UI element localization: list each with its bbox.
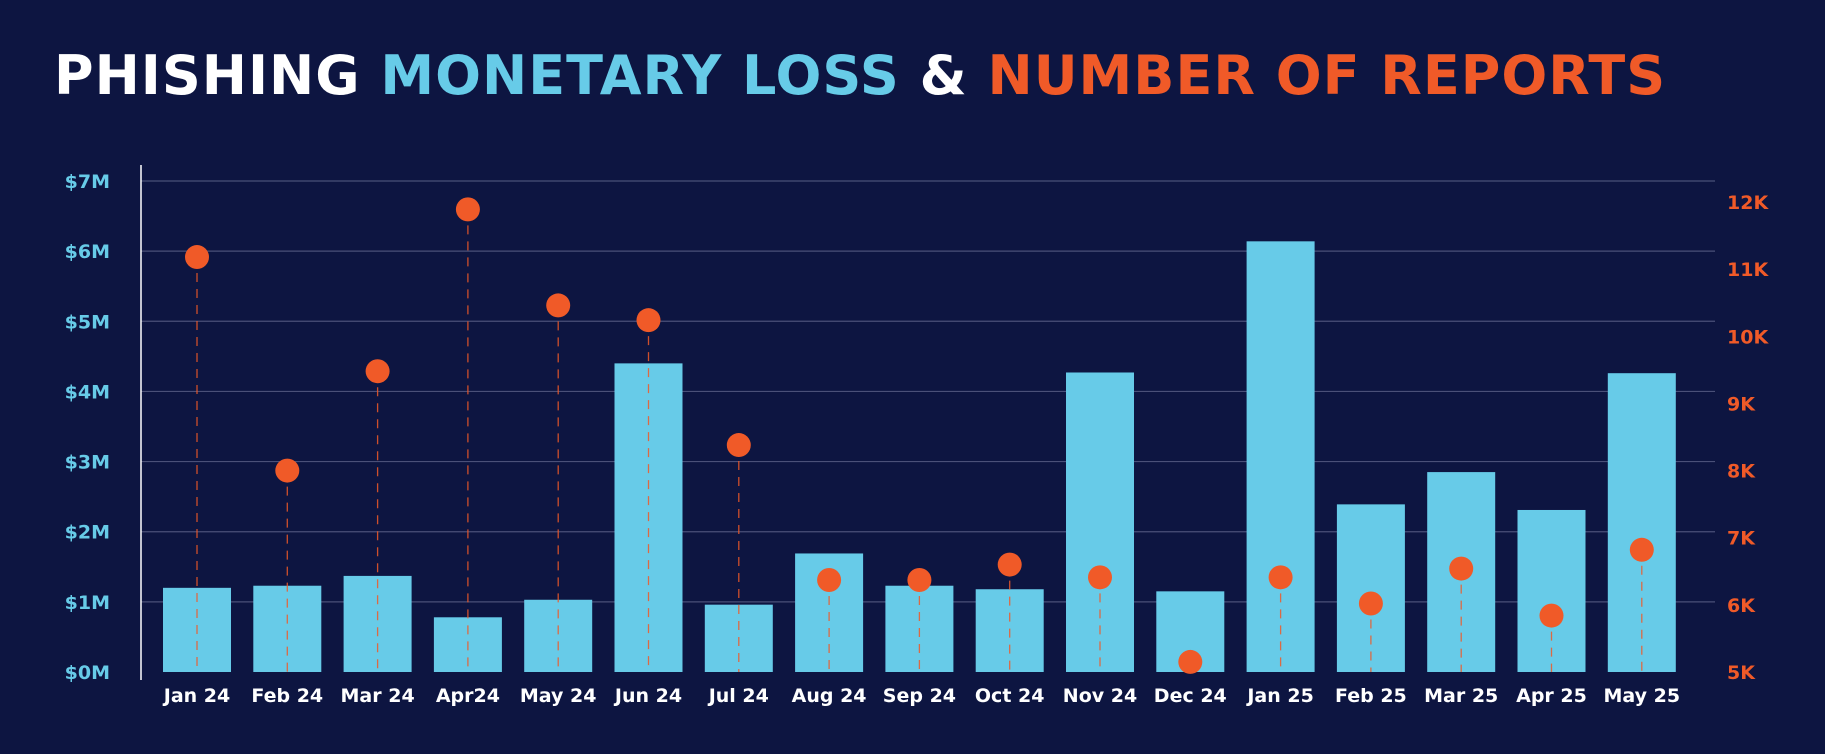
x-tick-label: Mar 25: [1424, 685, 1498, 707]
x-tick-label: May 24: [520, 685, 597, 707]
report-point: [636, 308, 661, 333]
report-point: [185, 245, 209, 270]
y-left-tick-label: $6M: [65, 241, 110, 263]
title-part-number-of-reports: NUMBER OF REPORTS: [987, 44, 1667, 107]
x-tick-label: Jan 24: [162, 685, 230, 707]
y-right-tick-label: 9K: [1727, 393, 1756, 415]
loss-bar: [1066, 372, 1134, 672]
report-point: [1449, 556, 1474, 581]
report-point: [1358, 591, 1383, 616]
y-left-tick-label: $0M: [65, 662, 110, 684]
y-right-tick-label: 6K: [1727, 595, 1756, 617]
y-left-tick-label: $7M: [65, 171, 110, 193]
report-point: [907, 568, 932, 593]
loss-bar: [343, 575, 412, 672]
x-tick-label: Apr24: [436, 685, 500, 707]
x-tick-label: Aug 24: [792, 685, 867, 707]
x-tick-label: Jul 24: [707, 685, 769, 707]
x-tick-label: Jun 24: [613, 685, 682, 707]
x-tick-label: Mar 24: [341, 685, 415, 707]
title-part-monetary-loss: MONETARY LOSS: [380, 44, 900, 107]
report-point: [1178, 649, 1203, 674]
x-tick-label: Feb 24: [251, 685, 323, 707]
x-tick-label: Oct 24: [975, 685, 1045, 707]
report-point: [275, 458, 300, 483]
x-tick-label: Apr 25: [1516, 685, 1587, 707]
loss-bar: [1607, 373, 1676, 672]
loss-bar: [1517, 509, 1586, 672]
report-point: [365, 359, 390, 384]
y-left-tick-label: $4M: [65, 381, 110, 403]
y-right-tick-label: 7K: [1727, 528, 1756, 550]
chart-title: PHISHING MONETARY LOSS & NUMBER OF REPOR…: [54, 44, 1666, 107]
x-tick-label: Sep 24: [883, 685, 956, 707]
x-tick-label: Nov 24: [1063, 685, 1137, 707]
y-left-tick-label: $3M: [65, 452, 110, 474]
report-point: [817, 568, 842, 593]
report-point: [1088, 565, 1112, 590]
loss-bar: [1246, 241, 1315, 672]
report-point: [1268, 565, 1293, 590]
report-point: [455, 197, 480, 222]
x-tick-label: May 25: [1604, 685, 1681, 707]
x-tick-label: Dec 24: [1154, 685, 1227, 707]
y-right-tick-label: 10K: [1727, 326, 1769, 348]
x-tick-label: Feb 25: [1335, 685, 1407, 707]
y-right-tick-label: 5K: [1727, 662, 1756, 684]
title-part-phishing: PHISHING: [54, 44, 381, 107]
y-right-tick-label: 12K: [1727, 192, 1769, 214]
loss-bar: [1336, 504, 1405, 672]
y-right-tick-label: 8K: [1727, 461, 1756, 483]
y-right-tick-label: 11K: [1727, 259, 1769, 281]
report-point: [1629, 537, 1654, 562]
title-part-ampersand: &: [899, 44, 988, 107]
report-point: [726, 433, 751, 458]
report-point: [546, 293, 571, 318]
y-left-tick-label: $5M: [65, 311, 110, 333]
x-tick-label: Jan 25: [1245, 685, 1313, 707]
y-left-tick-label: $1M: [65, 592, 110, 614]
report-point: [997, 552, 1022, 577]
report-point: [1539, 603, 1564, 628]
y-left-tick-label: $2M: [65, 522, 110, 544]
